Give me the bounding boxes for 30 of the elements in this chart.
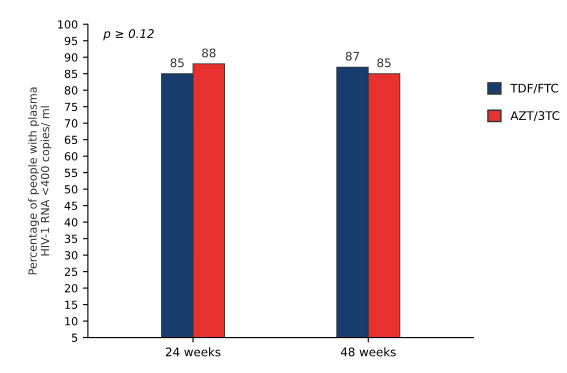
y-tick-label: 65 (64, 136, 78, 144)
data-label: 85 (170, 58, 184, 68)
data-label: 85 (377, 58, 391, 68)
y-tick-label: 75 (64, 102, 78, 112)
y-tick-label: 30 (64, 251, 78, 260)
y-tick-label: 70 (64, 119, 78, 128)
y-tick-label: 95 (64, 36, 78, 46)
data-label: 87 (346, 52, 360, 61)
y-tick-label: 85 (64, 70, 78, 78)
y-tick-label: 40 (64, 218, 78, 227)
y-tick-label: 20 (64, 284, 78, 292)
y-tick-label: 25 (64, 268, 78, 276)
y-tick-label: 60 (64, 152, 78, 161)
y-tick-label: 100 (58, 20, 78, 29)
y-tick-label: 10 (65, 317, 78, 326)
data-label: 88 (202, 48, 216, 58)
y-tick-label: 90 (64, 53, 78, 62)
y-tick-label: 5 (72, 334, 78, 342)
x-tick-label: 48 weeks (340, 347, 396, 356)
legend-label: TDF/FTC (510, 84, 558, 94)
legend-label: AZT/3TC (510, 111, 560, 122)
x-tick-label: 24 weeks (166, 347, 220, 356)
y-tick-label: 15 (65, 300, 78, 309)
y-tick-label: 35 (64, 234, 78, 243)
y-tick-label: 50 (64, 185, 78, 194)
annotation: p ≥ 0.12 (103, 29, 154, 40)
y-tick-label: 45 (64, 202, 78, 210)
y-tick-label: 55 (64, 168, 78, 178)
y-tick-label: 80 (64, 86, 78, 95)
y-axis-title: Percentage of people with plasma HIV-1 RNA <400 copies/ ml (28, 87, 52, 274)
